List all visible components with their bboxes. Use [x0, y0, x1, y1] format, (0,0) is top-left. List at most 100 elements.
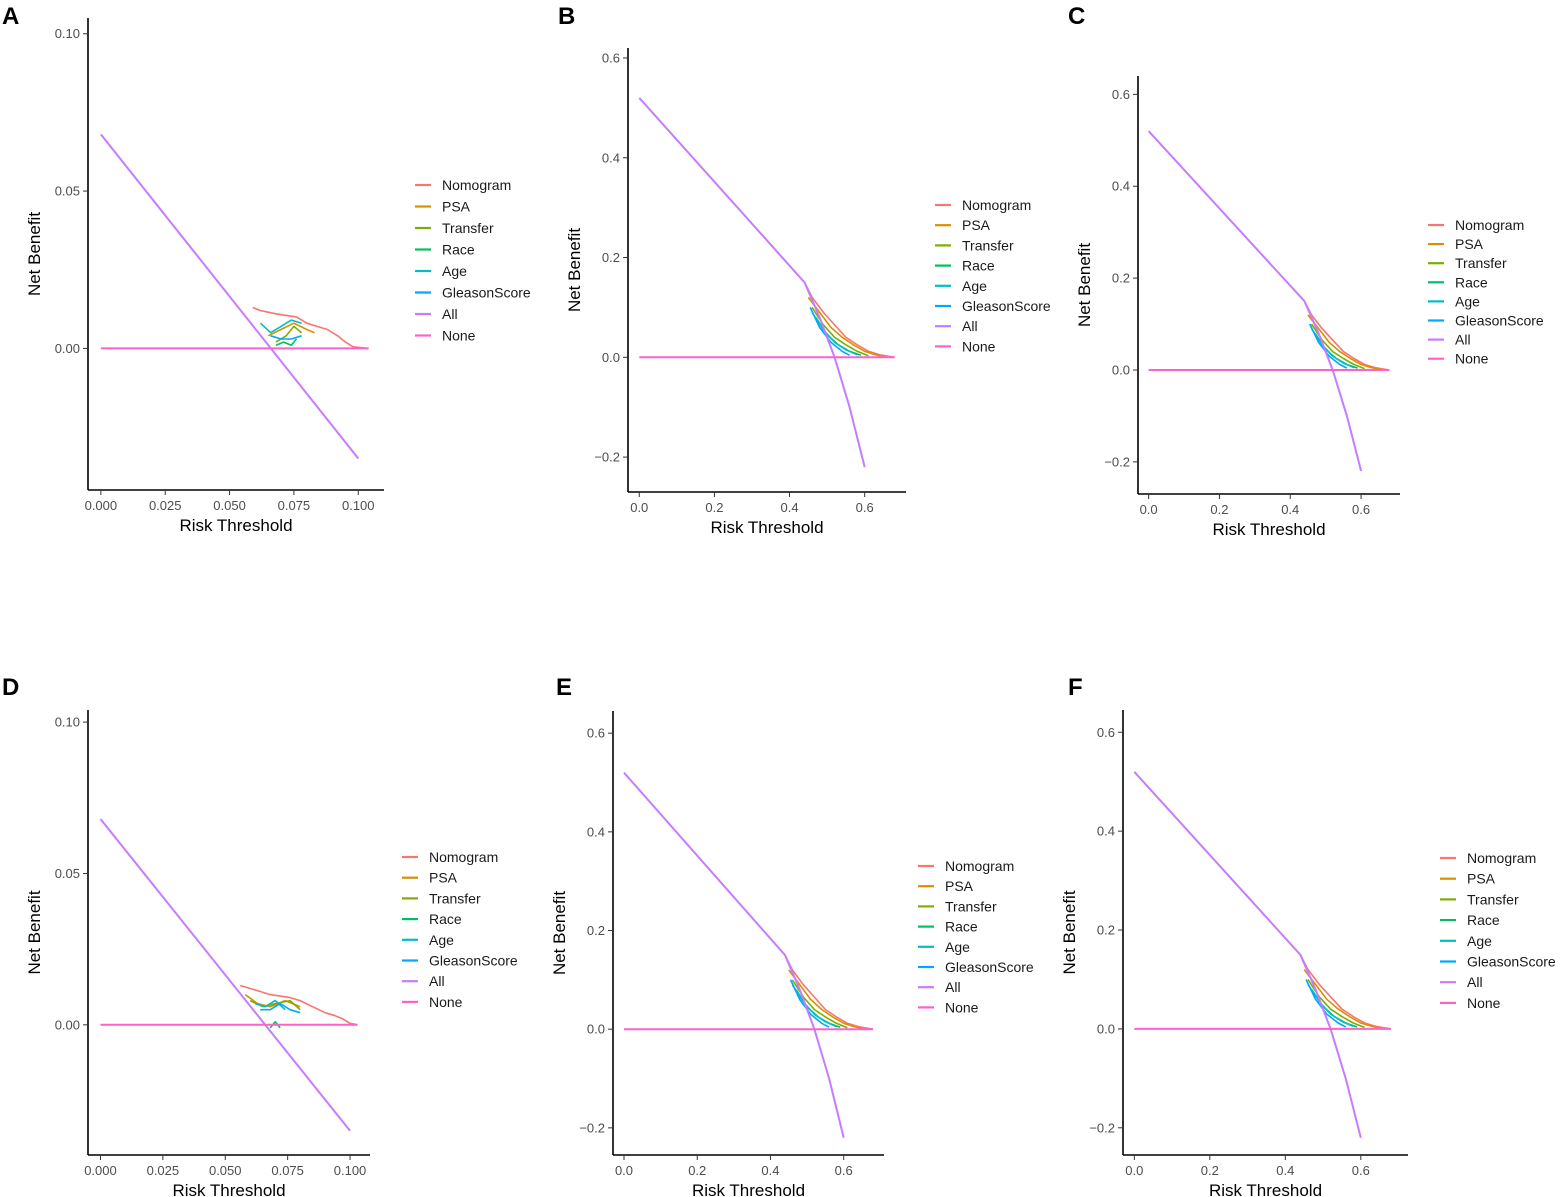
- series-line-nomogram-e: [784, 954, 874, 1030]
- x-tick-label-d: 0.000: [84, 1163, 117, 1178]
- y-axis-title-d: Net Benefit: [25, 890, 44, 974]
- series-line-age-f: [1307, 983, 1354, 1028]
- legend-label-nomogram-d: Nomogram: [429, 849, 498, 865]
- x-tick-label-d: 0.075: [271, 1163, 304, 1178]
- y-tick-label-e: 0.2: [587, 923, 605, 938]
- x-tick-label-c: 0.4: [1281, 502, 1299, 517]
- legend-label-race-c: Race: [1455, 274, 1488, 290]
- legend-label-race-b: Race: [962, 258, 995, 274]
- series-line-psa-b: [807, 296, 888, 359]
- series-line-gleasonscore-b: [809, 307, 850, 357]
- legend-label-transfer-c: Transfer: [1455, 255, 1507, 271]
- y-tick-label-c: 0.0: [1112, 362, 1130, 377]
- panel-label-e: E: [556, 674, 572, 701]
- x-axis-title-a: Risk Threshold: [179, 516, 292, 535]
- x-axis-title-d: Risk Threshold: [172, 1181, 285, 1197]
- legend-label-gleasonscore-f: GleasonScore: [1467, 954, 1556, 970]
- y-axis-title-a: Net Benefit: [25, 212, 44, 296]
- panel-e: E 0.0 0.2 0.4 0.6 −0.2 0.0 0.2 0.4 0.6 Risk Thres…: [550, 665, 1060, 1197]
- legend-label-psa-b: PSA: [962, 217, 991, 233]
- y-tick-label-f: 0.2: [1097, 923, 1115, 938]
- panel-b: B 0.0 0.2 0.4 0.6 −0.2 0.0 0.2 0.4 0.6 Risk Thres…: [550, 0, 1070, 560]
- x-tick-label-a: 0.000: [85, 498, 118, 513]
- panel-label-a: A: [2, 3, 19, 30]
- legend-label-psa-d: PSA: [429, 870, 458, 886]
- x-tick-label-c: 0.6: [1352, 502, 1370, 517]
- legend-label-all-e: All: [945, 979, 961, 995]
- legend-label-transfer-b: Transfer: [962, 237, 1014, 253]
- y-tick-label-e: 0.4: [587, 824, 605, 839]
- series-line-age-e: [791, 984, 837, 1028]
- legend-label-all-a: All: [442, 306, 458, 322]
- y-tick-label-b: 0.0: [602, 350, 620, 365]
- legend-label-gleasonscore-c: GleasonScore: [1455, 313, 1544, 329]
- y-tick-label-f: −0.2: [1089, 1120, 1115, 1135]
- series-line-age-d: [254, 999, 286, 1011]
- legend-label-none-f: None: [1467, 995, 1501, 1011]
- y-tick-label-c: −0.2: [1104, 454, 1130, 469]
- x-tick-label-d: 0.050: [209, 1163, 242, 1178]
- series-line-race-d: [269, 1020, 281, 1029]
- legend-label-none-d: None: [429, 994, 463, 1010]
- y-tick-label-b: 0.6: [602, 50, 620, 65]
- series-line-gleasonscore-e: [789, 979, 830, 1028]
- chart-d-svg: D 0.000 0.025 0.050 0.075 0.100 0.00 0.05 0.10 R…: [2, 674, 518, 1197]
- series-line-all-b: [638, 97, 866, 468]
- x-tick-label-c: 0.2: [1210, 502, 1228, 517]
- series-line-age-a: [259, 319, 302, 334]
- series-line-psa-f: [1303, 969, 1384, 1030]
- panel-label-b: B: [558, 3, 575, 30]
- legend-label-age-c: Age: [1455, 293, 1480, 309]
- series-line-nomogram-c: [1303, 300, 1390, 371]
- panel-c: C 0.0 0.2 0.4 0.6 −0.2 0.0 0.2 0.4 0.6 Risk Thres…: [1060, 0, 1560, 560]
- x-tick-label-e: 0.6: [835, 1163, 853, 1178]
- y-tick-label-a: 0.05: [55, 184, 80, 199]
- series-line-all-e: [623, 772, 845, 1138]
- legend-label-transfer-f: Transfer: [1467, 891, 1519, 907]
- x-tick-label-e: 0.4: [761, 1163, 779, 1178]
- legend-label-gleasonscore-d: GleasonScore: [429, 953, 518, 969]
- y-tick-label-c: 0.6: [1112, 87, 1130, 102]
- series-line-psa-e: [788, 969, 866, 1030]
- legend-label-all-f: All: [1467, 974, 1483, 990]
- series-line-nomogram-b: [803, 282, 895, 359]
- panel-f: F 0.0 0.2 0.4 0.6 −0.2 0.0 0.2 0.4 0.6 Risk Thres…: [1060, 665, 1560, 1197]
- y-tick-label-e: 0.0: [587, 1022, 605, 1037]
- legend-label-none-e: None: [945, 999, 979, 1015]
- legend-label-age-b: Age: [962, 278, 987, 294]
- y-tick-label-c: 0.4: [1112, 179, 1130, 194]
- x-tick-label-c: 0.0: [1140, 502, 1158, 517]
- chart-a-svg: A 0.000 0.025 0.050 0.075 0.100 0.00 0.05 0.10 R…: [2, 3, 531, 535]
- legend-label-race-e: Race: [945, 919, 978, 935]
- y-tick-label-a: 0.10: [55, 26, 80, 41]
- legend-label-none-c: None: [1455, 351, 1489, 367]
- x-tick-label-e: 0.0: [615, 1163, 633, 1178]
- x-axis-title-f: Risk Threshold: [1209, 1181, 1322, 1197]
- legend-label-transfer-d: Transfer: [429, 890, 481, 906]
- legend-label-race-f: Race: [1467, 912, 1500, 928]
- legend-label-race-a: Race: [442, 242, 475, 258]
- y-tick-label-d: 0.05: [55, 866, 80, 881]
- legend-label-transfer-e: Transfer: [945, 898, 997, 914]
- x-tick-label-b: 0.4: [781, 500, 799, 515]
- y-tick-label-f: 0.6: [1097, 725, 1115, 740]
- chart-c-svg: C 0.0 0.2 0.4 0.6 −0.2 0.0 0.2 0.4 0.6 Risk Thres…: [1068, 3, 1544, 539]
- x-tick-label-a: 0.100: [342, 498, 375, 513]
- series-line-gleasonscore-a: [270, 335, 302, 340]
- series-line-age-c: [1310, 328, 1355, 369]
- chart-f-svg: F 0.0 0.2 0.4 0.6 −0.2 0.0 0.2 0.4 0.6 Risk Thres…: [1060, 674, 1556, 1197]
- legend-label-gleasonscore-b: GleasonScore: [962, 298, 1051, 314]
- y-tick-label-d: 0.10: [55, 715, 80, 730]
- y-tick-label-e: −0.2: [579, 1120, 605, 1135]
- legend-label-nomogram-a: Nomogram: [442, 177, 511, 193]
- series-line-all-d: [99, 818, 351, 1132]
- x-tick-label-f: 0.2: [1201, 1163, 1219, 1178]
- legend-label-gleasonscore-e: GleasonScore: [945, 959, 1034, 975]
- y-axis-title-c: Net Benefit: [1075, 243, 1094, 327]
- legend-label-psa-c: PSA: [1455, 236, 1484, 252]
- y-tick-label-b: −0.2: [594, 450, 620, 465]
- legend-label-none-b: None: [962, 338, 996, 354]
- legend-label-age-a: Age: [442, 263, 467, 279]
- x-tick-label-f: 0.6: [1352, 1163, 1370, 1178]
- legend-label-gleasonscore-a: GleasonScore: [442, 285, 531, 301]
